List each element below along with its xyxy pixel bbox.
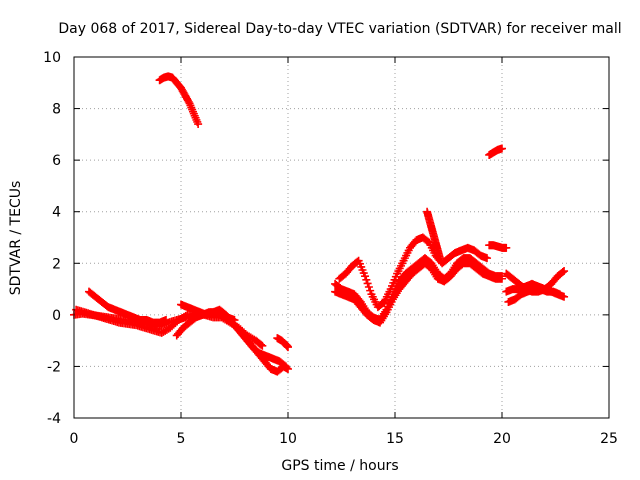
data-point [184, 97, 193, 106]
x-tick-label: 20 [493, 431, 511, 447]
series-arc-g [155, 72, 203, 129]
data-point [483, 254, 492, 263]
series-arc-h [485, 144, 506, 159]
series-arc-e [177, 300, 292, 376]
data-point [363, 279, 372, 288]
x-tick-label: 0 [70, 431, 79, 447]
series-arc-m [485, 241, 511, 252]
data-point [366, 286, 375, 295]
data-point [194, 120, 203, 129]
data-point [498, 144, 506, 153]
y-tick-label: 8 [52, 102, 61, 118]
grid [74, 57, 609, 418]
y-axis-label: SDTVAR / TECUs [8, 181, 24, 296]
series-arc-f [273, 334, 292, 352]
data-point [162, 316, 171, 325]
x-tick-label: 10 [279, 431, 297, 447]
data-point [560, 292, 569, 301]
data-point [284, 343, 292, 352]
data-point [558, 268, 567, 277]
plot-frame [73, 56, 610, 419]
y-tick-label: -4 [47, 411, 61, 427]
data-point [555, 290, 564, 299]
y-tick-label: 2 [52, 256, 61, 272]
data-point [435, 254, 444, 263]
y-tick-label: 0 [52, 308, 61, 324]
x-axis-label: GPS time / hours [281, 458, 398, 474]
data-point [364, 283, 373, 292]
data-point [498, 274, 506, 283]
y-tick-label: 6 [52, 153, 61, 169]
x-tick-label: 15 [386, 431, 404, 447]
series-arc-l [423, 207, 444, 263]
data-points [70, 72, 569, 376]
y-tick-label: 10 [43, 50, 61, 66]
y-tick-label: 4 [52, 205, 61, 221]
x-tick-label: 25 [600, 431, 618, 447]
series-arc-p [504, 285, 564, 306]
tick-labels: 0 5 10 15 20 25 -4 -2 0 2 4 6 8 10 [43, 50, 618, 447]
data-point [257, 340, 266, 349]
data-point [361, 272, 370, 281]
series-arc-j [331, 259, 506, 327]
series-arc-c [84, 287, 171, 327]
data-point [284, 365, 292, 374]
chart-title: Day 068 of 2017, Sidereal Day-to-day VTE… [58, 21, 621, 37]
x-tick-label: 5 [177, 431, 186, 447]
data-point [258, 341, 267, 350]
data-point [502, 243, 511, 252]
data-point [362, 275, 371, 284]
data-point [560, 267, 569, 276]
y-tick-label: -2 [47, 359, 61, 375]
